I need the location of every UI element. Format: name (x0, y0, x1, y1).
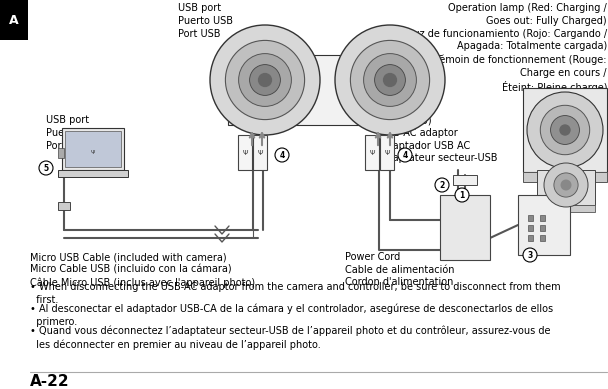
Text: USB port
Puerto USB
Port USB: USB port Puerto USB Port USB (46, 115, 101, 151)
Text: A: A (9, 14, 19, 26)
Circle shape (559, 124, 571, 136)
Circle shape (455, 188, 469, 202)
Bar (528, 235, 533, 241)
Text: • Quand vous déconnectez l’adaptateur secteur-USB de l’appareil photo et du cont: • Quand vous déconnectez l’adaptateur se… (30, 326, 550, 350)
Bar (365, 135, 379, 170)
Text: 1: 1 (460, 191, 465, 200)
Text: A-22: A-22 (30, 374, 70, 389)
Circle shape (541, 105, 590, 155)
Bar (540, 215, 545, 221)
Circle shape (238, 54, 291, 107)
Circle shape (398, 148, 412, 162)
Text: • Al desconectar el adaptador USB-CA de la cámara y el controlador, asegúrese de: • Al desconectar el adaptador USB-CA de … (30, 304, 553, 327)
Bar (440, 195, 490, 260)
Circle shape (544, 163, 588, 207)
Bar (518, 195, 570, 255)
Bar (540, 235, 545, 241)
Text: Ψ: Ψ (369, 150, 375, 156)
Circle shape (435, 178, 449, 192)
Circle shape (364, 54, 416, 107)
Text: USB port
Puerto USB
Port USB: USB port Puerto USB Port USB (178, 3, 233, 39)
Bar (537, 170, 595, 205)
Circle shape (258, 73, 272, 87)
Text: Operation lamp (Red: Charging /
Goes out: Fully Charged)
Luz de funcionamiento (: Operation lamp (Red: Charging / Goes out… (408, 3, 607, 93)
Bar (58, 170, 128, 177)
Text: 4: 4 (279, 151, 285, 159)
Bar (380, 135, 394, 170)
Text: 3: 3 (527, 251, 533, 259)
Circle shape (554, 173, 578, 197)
Bar (523, 88, 607, 172)
Bar (238, 135, 252, 170)
Circle shape (210, 25, 320, 135)
Text: Ψ: Ψ (257, 150, 263, 156)
Bar (62, 128, 124, 170)
Circle shape (383, 73, 397, 87)
Circle shape (250, 65, 280, 95)
Circle shape (226, 40, 305, 119)
Bar (540, 225, 545, 231)
Bar (0, 0, 28, 40)
Bar (528, 225, 533, 231)
Text: 4: 4 (402, 151, 407, 159)
Bar (58, 148, 64, 158)
Circle shape (551, 116, 579, 144)
Bar (523, 172, 607, 182)
Text: Ψ: Ψ (91, 149, 95, 154)
Bar (65, 131, 121, 167)
Bar (228, 55, 403, 125)
Bar (537, 205, 595, 212)
Circle shape (527, 92, 603, 168)
Text: • When disconnecting the USB-AC adaptor from the camera and controller, be sure : • When disconnecting the USB-AC adaptor … (30, 282, 561, 305)
Circle shape (350, 40, 430, 119)
Text: 2: 2 (440, 180, 444, 189)
Text: Power Cord
Cable de alimentación
Cordon d'alimentation: Power Cord Cable de alimentación Cordon … (345, 252, 455, 287)
Circle shape (275, 148, 289, 162)
Circle shape (375, 65, 406, 95)
Circle shape (39, 161, 53, 175)
Bar (58, 202, 70, 210)
Text: Micro USB Cable (included with camera)
Micro Cable USB (incluido con la cámara)
: Micro USB Cable (included with camera) M… (30, 252, 255, 288)
Text: (AD-C53U)
USB-AC adaptor
Adaptador USB AC
Adaptateur secteur-USB: (AD-C53U) USB-AC adaptor Adaptador USB A… (380, 115, 497, 163)
Circle shape (561, 179, 572, 191)
Circle shape (335, 25, 445, 135)
Bar (528, 215, 533, 221)
Circle shape (523, 248, 537, 262)
Bar (253, 135, 267, 170)
Text: 5: 5 (43, 163, 49, 172)
Text: Ψ: Ψ (384, 150, 390, 156)
Text: Ψ: Ψ (243, 150, 247, 156)
Bar (453, 175, 477, 185)
